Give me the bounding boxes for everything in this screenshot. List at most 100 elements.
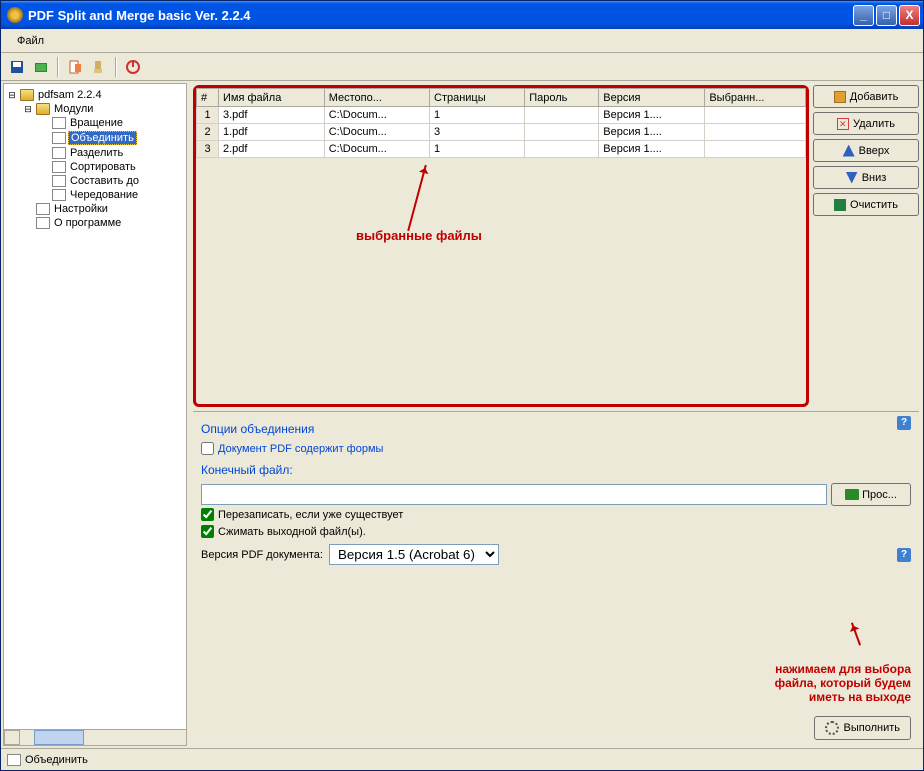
menu-file[interactable]: Файл bbox=[9, 33, 52, 49]
cell-password bbox=[525, 141, 599, 158]
overwrite-checkbox-label: Перезаписать, если уже существует bbox=[218, 509, 403, 521]
tree-settings-label: Настройки bbox=[52, 203, 110, 215]
row-number: 2 bbox=[197, 124, 219, 141]
close-button[interactable]: X bbox=[899, 5, 920, 26]
doc-icon bbox=[52, 147, 66, 159]
sidebar-item-Сортировать[interactable]: Сортировать bbox=[38, 160, 184, 174]
scroll-thumb[interactable] bbox=[34, 730, 84, 745]
pdf-version-select[interactable]: Версия 1.5 (Acrobat 6) bbox=[329, 544, 499, 565]
sidebar-item-Вращение[interactable]: Вращение bbox=[38, 116, 184, 130]
toolbar-open-icon[interactable] bbox=[31, 57, 51, 77]
column-header[interactable]: # bbox=[197, 89, 219, 107]
cell-location: C:\Docum... bbox=[324, 107, 429, 124]
forms-checkbox[interactable] bbox=[201, 442, 214, 455]
collapse-icon[interactable]: ⊟ bbox=[6, 90, 18, 101]
column-header[interactable]: Имя файла bbox=[219, 89, 325, 107]
delete-icon: ✕ bbox=[837, 118, 849, 130]
cell-pages: 1 bbox=[430, 141, 525, 158]
folder-open-icon bbox=[845, 489, 859, 500]
down-button[interactable]: Вниз bbox=[813, 166, 919, 189]
toolbar-exit-icon[interactable] bbox=[123, 57, 143, 77]
add-button[interactable]: Добавить bbox=[813, 85, 919, 108]
merge-options-label: Опции объединения bbox=[201, 422, 897, 436]
sidebar-item-Разделить[interactable]: Разделить bbox=[38, 146, 184, 160]
table-row[interactable]: 13.pdfC:\Docum...1Версия 1.... bbox=[197, 107, 806, 124]
compress-checkbox-label: Сжимать выходной файл(ы). bbox=[218, 526, 366, 538]
add-button-label: Добавить bbox=[850, 91, 899, 103]
status-icon bbox=[7, 754, 21, 766]
collapse-icon[interactable]: ⊟ bbox=[22, 104, 34, 115]
doc-icon bbox=[52, 117, 66, 129]
file-table: #Имя файлаМестопо...СтраницыПарольВерсия… bbox=[196, 88, 806, 158]
cell-filename: 3.pdf bbox=[219, 107, 325, 124]
clear-icon bbox=[834, 199, 846, 211]
column-header[interactable]: Выбранн... bbox=[705, 89, 806, 107]
down-button-label: Вниз bbox=[862, 172, 887, 184]
cell-version: Версия 1.... bbox=[599, 124, 705, 141]
help-icon[interactable]: ? bbox=[897, 416, 911, 430]
app-icon bbox=[7, 7, 23, 23]
tree-root-label: pdfsam 2.2.4 bbox=[36, 89, 104, 101]
maximize-button[interactable]: □ bbox=[876, 5, 897, 26]
column-header[interactable]: Пароль bbox=[525, 89, 599, 107]
sidebar-item-Объединить[interactable]: Объединить bbox=[38, 130, 184, 146]
gear-icon bbox=[825, 721, 839, 735]
execute-button[interactable]: Выполнить bbox=[814, 716, 911, 740]
sidebar-item-label: Чередование bbox=[68, 189, 140, 201]
annotation-selected-files: выбранные файлы bbox=[356, 228, 482, 243]
tree-root[interactable]: ⊟ pdfsam 2.2.4 bbox=[6, 88, 184, 102]
help-icon[interactable]: ? bbox=[897, 548, 911, 562]
tree-settings[interactable]: Настройки bbox=[22, 202, 184, 216]
sidebar-scrollbar[interactable] bbox=[4, 729, 186, 745]
toolbar-save-icon[interactable] bbox=[7, 57, 27, 77]
doc-icon bbox=[36, 217, 50, 229]
sidebar-item-label: Составить до bbox=[68, 175, 141, 187]
tree-modules[interactable]: ⊟ Модули bbox=[22, 102, 184, 116]
toolbar-clear-icon[interactable] bbox=[89, 57, 109, 77]
tree-about-label: О программе bbox=[52, 217, 123, 229]
delete-button[interactable]: ✕Удалить bbox=[813, 112, 919, 135]
cell-filename: 2.pdf bbox=[219, 141, 325, 158]
column-header[interactable]: Местопо... bbox=[324, 89, 429, 107]
table-row[interactable]: 21.pdfC:\Docum...3Версия 1.... bbox=[197, 124, 806, 141]
annotation-arrow bbox=[851, 622, 861, 645]
minimize-button[interactable]: _ bbox=[853, 5, 874, 26]
sidebar-item-label: Вращение bbox=[68, 117, 125, 129]
cell-selected bbox=[705, 124, 806, 141]
cell-password bbox=[525, 124, 599, 141]
tree-modules-label: Модули bbox=[52, 103, 95, 115]
output-path-input[interactable] bbox=[201, 484, 827, 505]
column-header[interactable]: Версия bbox=[599, 89, 705, 107]
window-title: PDF Split and Merge basic Ver. 2.2.4 bbox=[28, 8, 853, 23]
sidebar: ⊟ pdfsam 2.2.4 ⊟ Модули Вращение Объедини… bbox=[3, 83, 187, 746]
sidebar-item-Чередование[interactable]: Чередование bbox=[38, 188, 184, 202]
compress-checkbox[interactable] bbox=[201, 525, 214, 538]
doc-icon bbox=[52, 132, 66, 144]
cell-pages: 1 bbox=[430, 107, 525, 124]
cell-version: Версия 1.... bbox=[599, 107, 705, 124]
sidebar-item-Составить до[interactable]: Составить до bbox=[38, 174, 184, 188]
execute-button-label: Выполнить bbox=[844, 722, 900, 734]
scroll-left-button[interactable] bbox=[4, 730, 20, 745]
titlebar: PDF Split and Merge basic Ver. 2.2.4 _ □… bbox=[1, 1, 923, 29]
browse-button[interactable]: Прос... bbox=[831, 483, 911, 506]
clear-button-label: Очистить bbox=[850, 199, 898, 211]
doc-icon bbox=[36, 203, 50, 215]
sidebar-item-label: Разделить bbox=[68, 147, 125, 159]
tree-about[interactable]: О программе bbox=[22, 216, 184, 230]
row-number: 3 bbox=[197, 141, 219, 158]
doc-icon bbox=[52, 189, 66, 201]
status-text: Объединить bbox=[25, 754, 88, 766]
table-row[interactable]: 32.pdfC:\Docum...1Версия 1.... bbox=[197, 141, 806, 158]
toolbar-log-icon[interactable] bbox=[65, 57, 85, 77]
app-window: PDF Split and Merge basic Ver. 2.2.4 _ □… bbox=[0, 0, 924, 771]
cell-location: C:\Docum... bbox=[324, 141, 429, 158]
overwrite-checkbox[interactable] bbox=[201, 508, 214, 521]
up-button[interactable]: Вверх bbox=[813, 139, 919, 162]
output-file-label: Конечный файл: bbox=[201, 463, 911, 477]
annotation-arrow bbox=[407, 165, 427, 231]
column-header[interactable]: Страницы bbox=[430, 89, 525, 107]
sidebar-item-label: Объединить bbox=[68, 131, 137, 145]
folder-icon bbox=[20, 89, 34, 101]
clear-button[interactable]: Очистить bbox=[813, 193, 919, 216]
